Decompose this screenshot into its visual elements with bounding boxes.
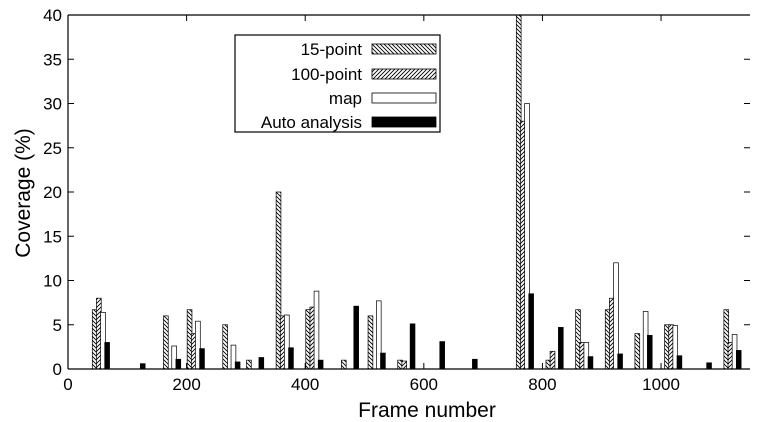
bar-map <box>613 262 619 370</box>
x-tick-label: 1000 <box>642 375 680 394</box>
bar-auto-analysis <box>234 361 241 370</box>
legend-swatch-map <box>371 92 437 104</box>
x-tick-label: 800 <box>528 375 556 394</box>
bar-100-point <box>549 350 556 370</box>
bar-15-point <box>634 333 641 370</box>
bar-auto-analysis <box>409 323 416 370</box>
bar-auto-analysis <box>380 352 386 370</box>
bar-15-point <box>222 324 228 370</box>
legend-label-auto-analysis: Auto analysis <box>261 113 362 132</box>
bar-15-point <box>367 315 374 370</box>
x-tick-label: 600 <box>410 375 438 394</box>
y-tick-label: 0 <box>53 360 62 379</box>
bar-auto-analysis <box>175 358 182 370</box>
bar-auto-analysis <box>735 350 742 370</box>
legend-label-100-point: 100-point <box>291 65 362 84</box>
bar-map <box>313 290 320 370</box>
y-tick-label: 5 <box>53 316 62 335</box>
bar-auto-analysis <box>288 347 294 370</box>
bar-15-point <box>246 359 252 370</box>
bars-layer <box>91 14 742 370</box>
x-tick-label: 400 <box>291 375 319 394</box>
bar-auto-analysis <box>439 341 445 370</box>
bar-auto-analysis <box>587 356 594 370</box>
bar-auto-analysis <box>104 342 110 370</box>
legend-swatch-auto-analysis <box>371 116 437 128</box>
bar-100-point <box>401 360 408 370</box>
bar-auto-analysis <box>706 362 712 370</box>
y-tick-label: 35 <box>43 50 62 69</box>
y-tick-label: 10 <box>43 272 62 291</box>
legend-label-map: map <box>329 89 362 108</box>
x-tick-label: 200 <box>172 375 200 394</box>
legend-swatch-100-point <box>371 68 437 80</box>
y-tick-label: 25 <box>43 139 62 158</box>
bar-auto-analysis <box>472 358 478 370</box>
bar-auto-analysis <box>558 327 564 370</box>
bar-auto-analysis <box>317 359 324 370</box>
bar-auto-analysis <box>353 305 359 370</box>
y-tick-label: 15 <box>43 227 62 246</box>
y-tick-label: 30 <box>43 95 62 114</box>
legend-label-15-point: 15-point <box>301 40 363 59</box>
bar-auto-analysis <box>647 335 653 370</box>
bar-15-point <box>163 315 169 370</box>
legend: 15-point 100-point map Auto analysis <box>234 34 441 133</box>
bar-auto-analysis <box>676 355 683 370</box>
y-tick-label: 20 <box>43 183 62 202</box>
x-tick-label: 0 <box>63 375 72 394</box>
bar-auto-analysis <box>617 353 623 370</box>
legend-swatch-15-point <box>371 43 437 55</box>
bar-auto-analysis <box>199 348 205 370</box>
bar-auto-analysis <box>528 293 534 370</box>
bar-15-point <box>341 359 347 370</box>
bar-auto-analysis <box>258 357 265 370</box>
y-axis-label: Coverage (%) <box>12 128 35 258</box>
x-axis-label: Frame number <box>358 399 496 422</box>
bar-auto-analysis <box>139 363 146 370</box>
y-tick-label: 40 <box>43 6 62 25</box>
